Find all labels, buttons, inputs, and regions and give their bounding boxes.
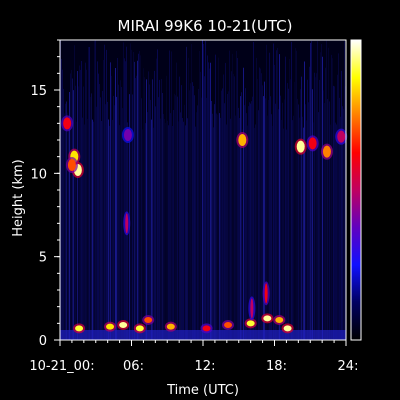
echo-core <box>308 137 317 150</box>
x-tick-label: 18: <box>266 359 287 374</box>
y-axis-ticks: 0 5 10 15 <box>30 39 60 349</box>
echo-core <box>296 140 305 153</box>
tower-echo <box>248 296 256 321</box>
low-echo <box>117 320 130 330</box>
chart-title: MIRAI 99K6 10-21(UTC) <box>118 17 293 35</box>
cirrus-echo <box>61 115 74 132</box>
echo-core <box>119 322 128 328</box>
y-axis-label: Height (km) <box>11 159 26 236</box>
low-echo <box>104 321 117 332</box>
echo-core <box>106 323 115 330</box>
y-tick-label: 10 <box>30 167 47 182</box>
echo-core <box>144 317 153 323</box>
echo-streaks <box>60 40 346 340</box>
colorbar <box>350 39 362 341</box>
x-axis-ticks: 10-21_00: 06: 12: 18: 24: <box>29 340 358 374</box>
low-echo <box>142 315 155 325</box>
plot-background <box>60 40 346 340</box>
x-tick-label: 12: <box>195 359 216 374</box>
low-echo <box>273 315 286 325</box>
echo-core <box>63 117 72 130</box>
cirrus-echo <box>236 132 249 148</box>
echo-features <box>61 115 348 334</box>
echo-core <box>263 315 272 322</box>
echo-core <box>135 325 144 332</box>
cirrus-echo <box>65 157 78 173</box>
echo-core <box>275 317 284 323</box>
low-echo <box>73 323 86 334</box>
low-echo <box>281 323 294 334</box>
low-echo <box>200 323 213 334</box>
echo-core <box>202 325 211 332</box>
low-echo <box>164 321 177 332</box>
colorbar-scale <box>350 39 362 341</box>
cirrus-echo <box>294 138 307 155</box>
echo-core <box>123 129 132 141</box>
plot-area <box>60 40 348 340</box>
cirrus-echo <box>320 143 333 160</box>
cirrus-echo <box>335 128 348 145</box>
low-echo <box>261 313 274 324</box>
cirrus-echo <box>306 135 319 152</box>
echo-core <box>238 134 247 146</box>
axes: 10-21_00: 06: 12: 18: 24: 0 5 10 15 <box>29 39 358 374</box>
echo-core <box>224 322 233 328</box>
low-echo <box>133 323 146 334</box>
echo-core <box>166 323 175 330</box>
y-tick-label: 15 <box>30 84 47 99</box>
echo-core <box>337 130 346 143</box>
y-tick-label: 5 <box>39 251 47 266</box>
tower-echo <box>262 281 270 306</box>
x-tick-label: 24: <box>338 359 359 374</box>
echo-core <box>246 320 255 327</box>
low-echo <box>244 318 257 329</box>
x-tick-label: 06: <box>123 359 144 374</box>
echo-core <box>283 325 292 332</box>
echo-core <box>125 213 129 234</box>
echo-core <box>250 298 254 319</box>
x-axis-label: Time (UTC) <box>166 383 239 398</box>
echo-core <box>264 283 268 304</box>
x-tick-label: 10-21_00: <box>29 359 94 374</box>
echo-core <box>67 159 76 171</box>
tower-echo <box>123 211 131 236</box>
y-tick-label: 0 <box>39 334 47 349</box>
boundary-layer-band <box>60 330 346 340</box>
cirrus-echo <box>121 127 134 143</box>
echo-core <box>75 325 84 332</box>
echo-core <box>322 145 331 158</box>
low-echo <box>222 320 235 330</box>
